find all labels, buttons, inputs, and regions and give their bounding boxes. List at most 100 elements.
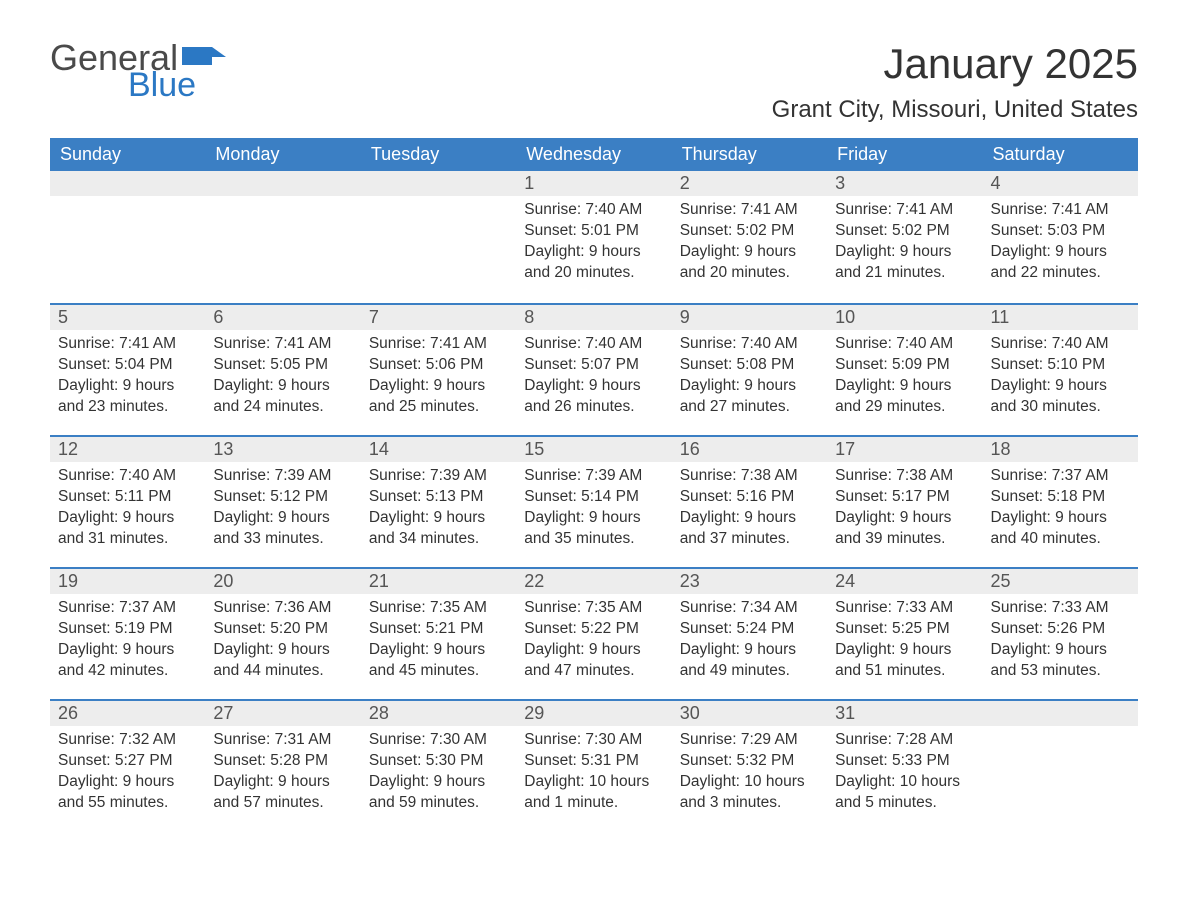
day-number: 27 — [205, 701, 360, 726]
daylight-text: Daylight: 9 hours and 49 minutes. — [680, 640, 819, 682]
day-number: 6 — [205, 305, 360, 330]
sunset-text: Sunset: 5:17 PM — [835, 487, 974, 508]
day-number: 9 — [672, 305, 827, 330]
logo-text-blue: Blue — [128, 68, 196, 102]
day-of-week-header: SundayMondayTuesdayWednesdayThursdayFrid… — [50, 138, 1138, 171]
month-title: January 2025 — [772, 40, 1138, 88]
daylight-text: Daylight: 9 hours and 37 minutes. — [680, 508, 819, 550]
day-number: 18 — [983, 437, 1138, 462]
sunset-text: Sunset: 5:04 PM — [58, 355, 197, 376]
day-number: 26 — [50, 701, 205, 726]
day-body: Sunrise: 7:40 AMSunset: 5:08 PMDaylight:… — [672, 330, 827, 430]
sunrise-text: Sunrise: 7:39 AM — [369, 466, 508, 487]
daylight-text: Daylight: 9 hours and 24 minutes. — [213, 376, 352, 418]
daylight-text: Daylight: 9 hours and 42 minutes. — [58, 640, 197, 682]
day-number: 1 — [516, 171, 671, 196]
sunrise-text: Sunrise: 7:34 AM — [680, 598, 819, 619]
day-number: 17 — [827, 437, 982, 462]
day-number: 2 — [672, 171, 827, 196]
day-number: 5 — [50, 305, 205, 330]
sunset-text: Sunset: 5:33 PM — [835, 751, 974, 772]
day-number: 22 — [516, 569, 671, 594]
daylight-text: Daylight: 10 hours and 1 minute. — [524, 772, 663, 814]
day-cell: 7Sunrise: 7:41 AMSunset: 5:06 PMDaylight… — [361, 305, 516, 435]
day-body: Sunrise: 7:29 AMSunset: 5:32 PMDaylight:… — [672, 726, 827, 826]
day-cell — [361, 171, 516, 303]
daylight-text: Daylight: 9 hours and 59 minutes. — [369, 772, 508, 814]
sunset-text: Sunset: 5:02 PM — [835, 221, 974, 242]
day-body — [50, 196, 205, 212]
daylight-text: Daylight: 9 hours and 30 minutes. — [991, 376, 1130, 418]
sunrise-text: Sunrise: 7:28 AM — [835, 730, 974, 751]
day-number: 29 — [516, 701, 671, 726]
day-cell: 13Sunrise: 7:39 AMSunset: 5:12 PMDayligh… — [205, 437, 360, 567]
day-body: Sunrise: 7:41 AMSunset: 5:02 PMDaylight:… — [827, 196, 982, 296]
day-number: 20 — [205, 569, 360, 594]
sunset-text: Sunset: 5:27 PM — [58, 751, 197, 772]
day-body: Sunrise: 7:39 AMSunset: 5:14 PMDaylight:… — [516, 462, 671, 562]
daylight-text: Daylight: 9 hours and 29 minutes. — [835, 376, 974, 418]
day-cell: 3Sunrise: 7:41 AMSunset: 5:02 PMDaylight… — [827, 171, 982, 303]
day-number: 12 — [50, 437, 205, 462]
day-cell: 31Sunrise: 7:28 AMSunset: 5:33 PMDayligh… — [827, 701, 982, 831]
day-cell: 14Sunrise: 7:39 AMSunset: 5:13 PMDayligh… — [361, 437, 516, 567]
daylight-text: Daylight: 9 hours and 51 minutes. — [835, 640, 974, 682]
day-number: 10 — [827, 305, 982, 330]
dow-cell: Sunday — [50, 138, 205, 171]
day-number: 23 — [672, 569, 827, 594]
day-body: Sunrise: 7:37 AMSunset: 5:19 PMDaylight:… — [50, 594, 205, 694]
sunrise-text: Sunrise: 7:41 AM — [213, 334, 352, 355]
day-cell: 25Sunrise: 7:33 AMSunset: 5:26 PMDayligh… — [983, 569, 1138, 699]
day-body: Sunrise: 7:41 AMSunset: 5:05 PMDaylight:… — [205, 330, 360, 430]
day-cell: 11Sunrise: 7:40 AMSunset: 5:10 PMDayligh… — [983, 305, 1138, 435]
page-header: General Blue January 2025 Grant City, Mi… — [50, 40, 1138, 124]
sunrise-text: Sunrise: 7:37 AM — [58, 598, 197, 619]
sunset-text: Sunset: 5:11 PM — [58, 487, 197, 508]
day-number: 4 — [983, 171, 1138, 196]
sunset-text: Sunset: 5:26 PM — [991, 619, 1130, 640]
day-cell — [983, 701, 1138, 831]
day-cell: 28Sunrise: 7:30 AMSunset: 5:30 PMDayligh… — [361, 701, 516, 831]
day-number: 28 — [361, 701, 516, 726]
sunrise-text: Sunrise: 7:41 AM — [835, 200, 974, 221]
day-body: Sunrise: 7:41 AMSunset: 5:02 PMDaylight:… — [672, 196, 827, 296]
day-cell: 6Sunrise: 7:41 AMSunset: 5:05 PMDaylight… — [205, 305, 360, 435]
sunset-text: Sunset: 5:01 PM — [524, 221, 663, 242]
day-cell: 4Sunrise: 7:41 AMSunset: 5:03 PMDaylight… — [983, 171, 1138, 303]
calendar: SundayMondayTuesdayWednesdayThursdayFrid… — [50, 138, 1138, 831]
daylight-text: Daylight: 9 hours and 44 minutes. — [213, 640, 352, 682]
day-cell: 30Sunrise: 7:29 AMSunset: 5:32 PMDayligh… — [672, 701, 827, 831]
day-number: 19 — [50, 569, 205, 594]
logo: General Blue — [50, 40, 226, 102]
day-body: Sunrise: 7:35 AMSunset: 5:22 PMDaylight:… — [516, 594, 671, 694]
day-body: Sunrise: 7:32 AMSunset: 5:27 PMDaylight:… — [50, 726, 205, 826]
sunset-text: Sunset: 5:12 PM — [213, 487, 352, 508]
sunset-text: Sunset: 5:28 PM — [213, 751, 352, 772]
day-body: Sunrise: 7:37 AMSunset: 5:18 PMDaylight:… — [983, 462, 1138, 562]
week-row: 26Sunrise: 7:32 AMSunset: 5:27 PMDayligh… — [50, 699, 1138, 831]
sunrise-text: Sunrise: 7:40 AM — [524, 200, 663, 221]
sunrise-text: Sunrise: 7:33 AM — [991, 598, 1130, 619]
day-body: Sunrise: 7:30 AMSunset: 5:31 PMDaylight:… — [516, 726, 671, 826]
daylight-text: Daylight: 9 hours and 34 minutes. — [369, 508, 508, 550]
sunset-text: Sunset: 5:09 PM — [835, 355, 974, 376]
day-cell: 21Sunrise: 7:35 AMSunset: 5:21 PMDayligh… — [361, 569, 516, 699]
day-body: Sunrise: 7:34 AMSunset: 5:24 PMDaylight:… — [672, 594, 827, 694]
day-number: 21 — [361, 569, 516, 594]
day-cell: 20Sunrise: 7:36 AMSunset: 5:20 PMDayligh… — [205, 569, 360, 699]
day-number — [50, 171, 205, 196]
sunset-text: Sunset: 5:06 PM — [369, 355, 508, 376]
dow-cell: Thursday — [672, 138, 827, 171]
week-row: 1Sunrise: 7:40 AMSunset: 5:01 PMDaylight… — [50, 171, 1138, 303]
day-body — [361, 196, 516, 212]
day-cell: 17Sunrise: 7:38 AMSunset: 5:17 PMDayligh… — [827, 437, 982, 567]
day-body: Sunrise: 7:40 AMSunset: 5:11 PMDaylight:… — [50, 462, 205, 562]
day-body: Sunrise: 7:40 AMSunset: 5:10 PMDaylight:… — [983, 330, 1138, 430]
daylight-text: Daylight: 9 hours and 45 minutes. — [369, 640, 508, 682]
day-number: 25 — [983, 569, 1138, 594]
sunrise-text: Sunrise: 7:41 AM — [369, 334, 508, 355]
day-cell: 26Sunrise: 7:32 AMSunset: 5:27 PMDayligh… — [50, 701, 205, 831]
day-cell: 1Sunrise: 7:40 AMSunset: 5:01 PMDaylight… — [516, 171, 671, 303]
sunset-text: Sunset: 5:18 PM — [991, 487, 1130, 508]
week-row: 19Sunrise: 7:37 AMSunset: 5:19 PMDayligh… — [50, 567, 1138, 699]
